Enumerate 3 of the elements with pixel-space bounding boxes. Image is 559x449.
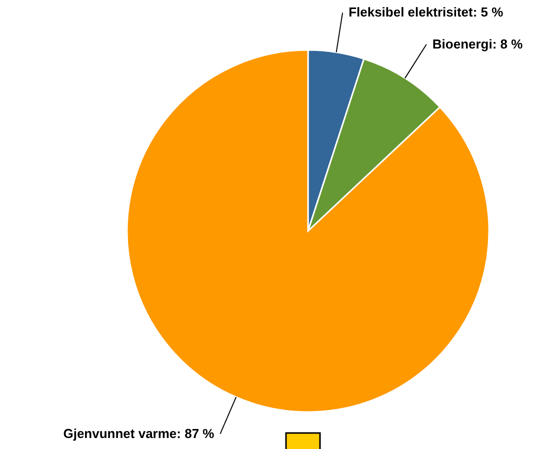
slice-label: Fleksibel elektrisitet: 5 %: [348, 4, 504, 20]
slice-label: Bioenergi: 8 %: [432, 36, 524, 52]
slice-label: Gjenvunnet varme: 87 %: [63, 426, 215, 441]
